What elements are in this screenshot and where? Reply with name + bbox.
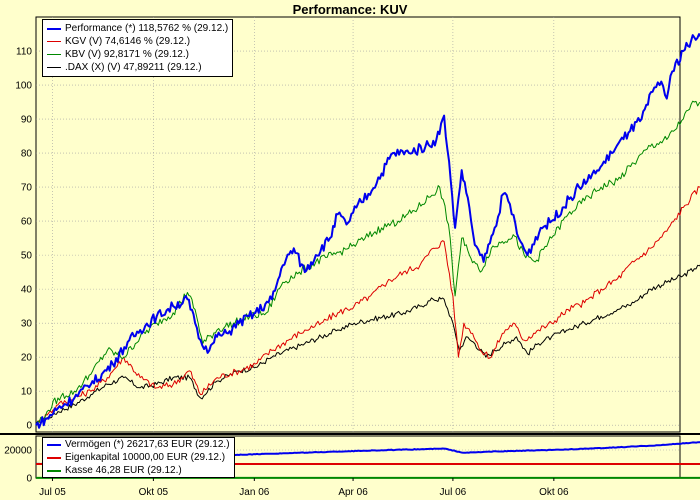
x-tick-label: Okt 05 (139, 487, 169, 498)
legend-main: Performance (*) 118,5762 % (29.12.) KGV … (42, 19, 234, 77)
series-line-kbv (35, 100, 700, 426)
y-tick-label: 20 (21, 353, 33, 364)
legend-item-kbv: KBV (V) 92,8171 % (29.12.) (47, 48, 228, 61)
y-tick-label: 110 (16, 47, 32, 58)
legend-label-vermoegen: Vermögen (*) 26217,63 EUR (29.12.) (65, 439, 230, 450)
legend-item-performance: Performance (*) 118,5762 % (29.12.) (47, 22, 228, 35)
legend-label-kasse: Kasse 46,28 EUR (29.12.) (65, 465, 182, 476)
series-line-performance (35, 33, 700, 429)
y-tick-label: 40 (21, 285, 33, 296)
legend-item-eigenkapital: Eigenkapital 10000,00 EUR (29.12.) (47, 451, 230, 464)
x-tick-label: Okt 06 (539, 487, 569, 498)
legend-label-performance: Performance (*) 118,5762 % (29.12.) (65, 23, 229, 34)
x-tick-label: Jul 06 (440, 487, 467, 498)
y-tick-label: 10 (21, 387, 33, 398)
chart-title: Performance: KUV (292, 2, 408, 17)
legend-swatch-vermoegen (47, 443, 61, 446)
x-tick-label: Jul 05 (39, 487, 66, 498)
legend-item-kasse: Kasse 46,28 EUR (29.12.) (47, 464, 230, 477)
legend-swatch-kgv (47, 41, 61, 42)
y-tick-label: 60 (21, 217, 33, 228)
y-tick-label: 80 (21, 149, 33, 160)
y-tick-label: 0 (26, 421, 32, 432)
y-tick-label: 90 (21, 115, 33, 126)
legend-item-kgv: KGV (V) 74,6146 % (29.12.) (47, 35, 228, 48)
y-tick-label-sub: 20000 (4, 446, 32, 457)
plot-area-main (35, 16, 681, 433)
legend-swatch-kbv (47, 54, 61, 55)
legend-swatch-kasse (47, 469, 61, 472)
legend-swatch-dax (47, 67, 61, 68)
legend-item-dax: .DAX (X) (V) 47,89211 (29.12.) (47, 61, 228, 74)
y-tick-label: 100 (15, 81, 32, 92)
y-tick-label-sub: 0 (26, 474, 32, 485)
legend-label-dax: .DAX (X) (V) 47,89211 (29.12.) (65, 62, 202, 73)
y-tick-label: 50 (21, 251, 33, 262)
legend-label-eigenkapital: Eigenkapital 10000,00 EUR (29.12.) (65, 452, 226, 463)
legend-swatch-performance (47, 27, 61, 30)
legend-swatch-eigenkapital (47, 456, 61, 459)
x-tick-label: Apr 06 (338, 487, 368, 498)
y-tick-label: 30 (21, 319, 33, 330)
series-line-dax (35, 264, 700, 427)
legend-label-kbv: KBV (V) 92,8171 % (29.12.) (65, 49, 189, 60)
legend-sub: Vermögen (*) 26217,63 EUR (29.12.) Eigen… (42, 437, 235, 478)
y-tick-label: 70 (21, 183, 33, 194)
legend-item-vermoegen: Vermögen (*) 26217,63 EUR (29.12.) (47, 438, 230, 451)
legend-label-kgv: KGV (V) 74,6146 % (29.12.) (65, 36, 191, 47)
x-tick-label: Jan 06 (239, 487, 269, 498)
series-line-kgv (35, 186, 700, 426)
